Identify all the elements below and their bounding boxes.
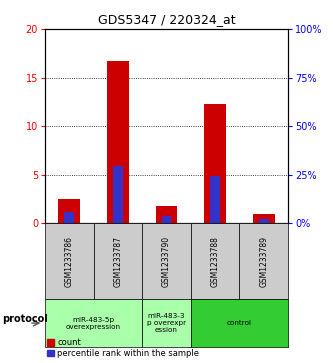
- Text: miR-483-3
p overexpr
ession: miR-483-3 p overexpr ession: [147, 313, 186, 333]
- Bar: [58, 199, 80, 223]
- Text: GSM1233789: GSM1233789: [259, 236, 268, 287]
- Legend: count, percentile rank within the sample: count, percentile rank within the sample: [48, 338, 199, 358]
- Text: GSM1233788: GSM1233788: [210, 236, 220, 287]
- Text: GDS5347 / 220324_at: GDS5347 / 220324_at: [98, 13, 235, 26]
- Text: protocol: protocol: [2, 314, 47, 325]
- Bar: [253, 213, 275, 223]
- Text: control: control: [227, 320, 252, 326]
- Bar: [107, 61, 129, 223]
- Bar: [162, 216, 171, 223]
- Text: GSM1233786: GSM1233786: [65, 236, 74, 287]
- Bar: [64, 212, 74, 223]
- Text: miR-483-5p
overexpression: miR-483-5p overexpression: [66, 317, 121, 330]
- Bar: [113, 166, 123, 223]
- Text: GSM1233787: GSM1233787: [113, 236, 123, 287]
- Bar: [204, 104, 226, 223]
- Bar: [259, 219, 269, 223]
- Bar: [156, 206, 177, 223]
- Bar: [210, 176, 220, 223]
- Text: GSM1233790: GSM1233790: [162, 236, 171, 287]
